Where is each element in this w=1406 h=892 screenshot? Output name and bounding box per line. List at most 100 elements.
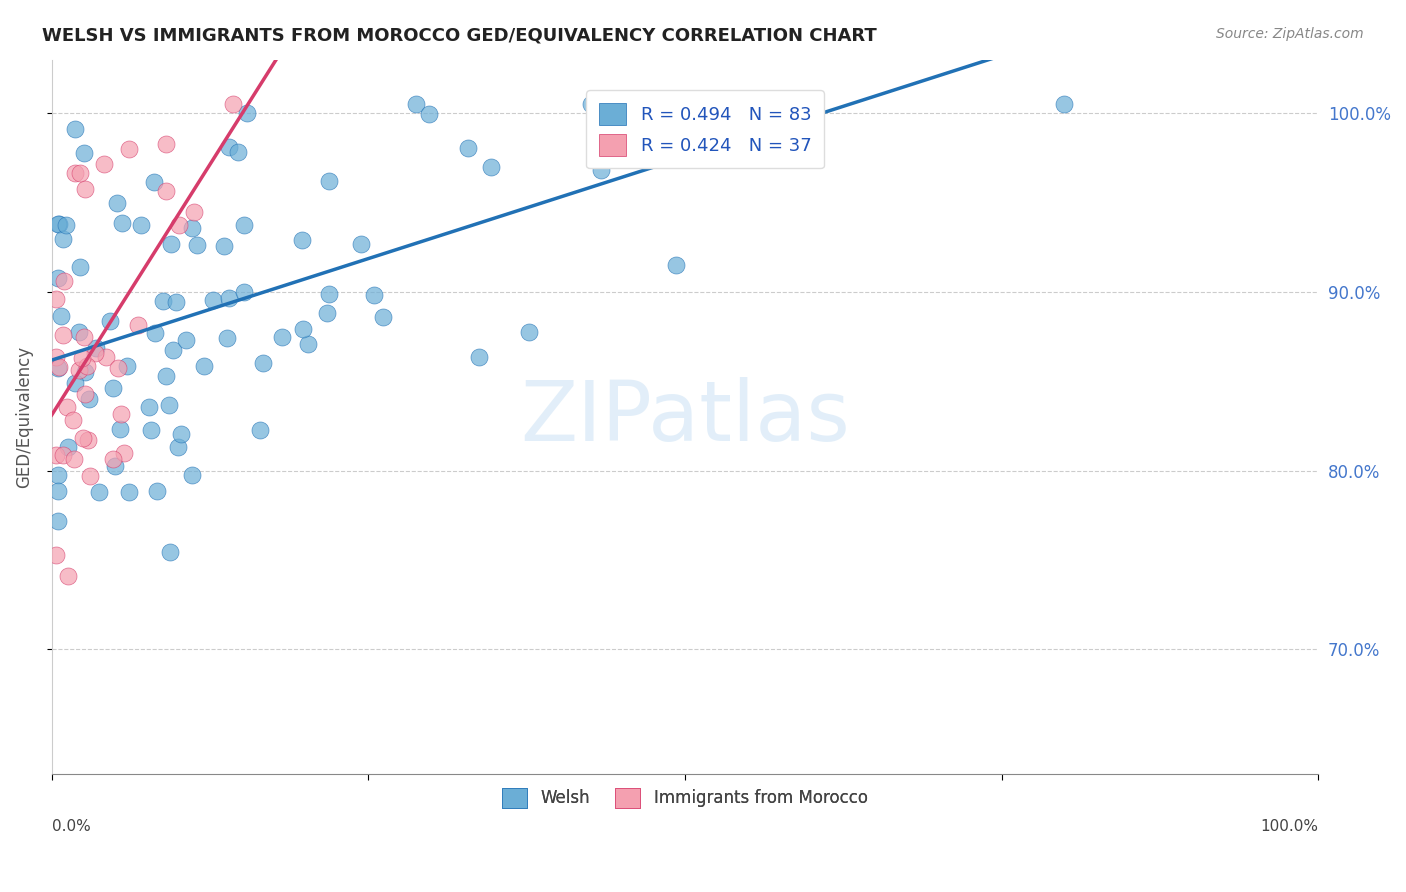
Point bbox=[232, 218, 254, 232]
Point bbox=[297, 336, 319, 351]
Point bbox=[63, 166, 86, 180]
Point bbox=[233, 285, 256, 299]
Point bbox=[73, 386, 96, 401]
Point bbox=[52, 448, 75, 462]
Point bbox=[202, 293, 225, 307]
Point bbox=[479, 160, 502, 174]
Point bbox=[318, 287, 340, 301]
Point bbox=[235, 106, 257, 120]
Point bbox=[139, 423, 162, 437]
Point bbox=[165, 295, 187, 310]
Point bbox=[73, 330, 96, 344]
Point bbox=[371, 310, 394, 325]
Point bbox=[127, 318, 149, 333]
Point bbox=[63, 451, 86, 466]
Point bbox=[218, 140, 240, 154]
Point bbox=[183, 205, 205, 219]
Point bbox=[72, 146, 94, 161]
Point bbox=[766, 97, 789, 112]
Point bbox=[107, 361, 129, 376]
Point bbox=[152, 294, 174, 309]
Point bbox=[581, 97, 603, 112]
Point bbox=[77, 434, 100, 448]
Point bbox=[186, 238, 208, 252]
Point bbox=[180, 221, 202, 235]
Point bbox=[55, 218, 77, 232]
Point bbox=[63, 376, 86, 391]
Text: WELSH VS IMMIGRANTS FROM MOROCCO GED/EQUIVALENCY CORRELATION CHART: WELSH VS IMMIGRANTS FROM MOROCCO GED/EQU… bbox=[42, 27, 877, 45]
Point bbox=[167, 440, 190, 454]
Point bbox=[65, 121, 87, 136]
Point bbox=[73, 182, 96, 196]
Point bbox=[58, 440, 80, 454]
Point bbox=[217, 331, 239, 345]
Point bbox=[222, 97, 245, 112]
Text: Source: ZipAtlas.com: Source: ZipAtlas.com bbox=[1216, 27, 1364, 41]
Point bbox=[610, 97, 633, 112]
Point bbox=[665, 258, 688, 272]
Point bbox=[48, 360, 70, 375]
Point bbox=[104, 458, 127, 473]
Point bbox=[101, 451, 124, 466]
Point bbox=[49, 309, 72, 323]
Point bbox=[45, 549, 67, 563]
Point bbox=[159, 545, 181, 559]
Point bbox=[318, 174, 340, 188]
Point bbox=[94, 350, 117, 364]
Point bbox=[145, 483, 167, 498]
Point bbox=[1053, 97, 1076, 112]
Point bbox=[118, 484, 141, 499]
Point bbox=[159, 237, 181, 252]
Point bbox=[155, 185, 177, 199]
Point bbox=[638, 128, 661, 143]
Point bbox=[77, 392, 100, 406]
Text: 100.0%: 100.0% bbox=[1260, 819, 1319, 834]
Point bbox=[89, 485, 111, 500]
Point bbox=[111, 216, 134, 230]
Point bbox=[79, 469, 101, 483]
Point bbox=[155, 136, 177, 151]
Point bbox=[143, 326, 166, 340]
Point bbox=[589, 97, 612, 112]
Point bbox=[69, 260, 91, 274]
Point bbox=[84, 346, 107, 360]
Point bbox=[84, 341, 107, 355]
Point bbox=[162, 343, 184, 357]
Point bbox=[170, 426, 193, 441]
Y-axis label: GED/Equivalency: GED/Equivalency bbox=[15, 346, 32, 488]
Point bbox=[103, 381, 125, 395]
Point bbox=[155, 369, 177, 384]
Text: 0.0%: 0.0% bbox=[52, 819, 90, 834]
Point bbox=[52, 327, 75, 342]
Point bbox=[212, 239, 235, 253]
Point bbox=[181, 468, 204, 483]
Point bbox=[108, 422, 131, 436]
Point bbox=[62, 413, 84, 427]
Point bbox=[115, 359, 138, 373]
Point bbox=[167, 218, 190, 232]
Point bbox=[118, 142, 141, 156]
Point bbox=[45, 350, 67, 364]
Point bbox=[418, 107, 440, 121]
Point bbox=[46, 484, 69, 499]
Point bbox=[76, 359, 98, 373]
Point bbox=[46, 271, 69, 285]
Point bbox=[46, 217, 69, 231]
Point bbox=[46, 467, 69, 482]
Point bbox=[46, 514, 69, 528]
Point bbox=[70, 351, 93, 366]
Point bbox=[45, 293, 67, 307]
Point bbox=[138, 400, 160, 414]
Text: ZIPatlas: ZIPatlas bbox=[520, 376, 851, 458]
Point bbox=[67, 363, 90, 377]
Point bbox=[468, 350, 491, 364]
Point bbox=[249, 423, 271, 437]
Point bbox=[45, 448, 67, 462]
Point bbox=[67, 325, 90, 339]
Point bbox=[193, 359, 215, 373]
Point bbox=[157, 398, 180, 412]
Point bbox=[350, 237, 373, 252]
Point bbox=[55, 401, 77, 415]
Point bbox=[46, 361, 69, 376]
Point bbox=[363, 287, 385, 301]
